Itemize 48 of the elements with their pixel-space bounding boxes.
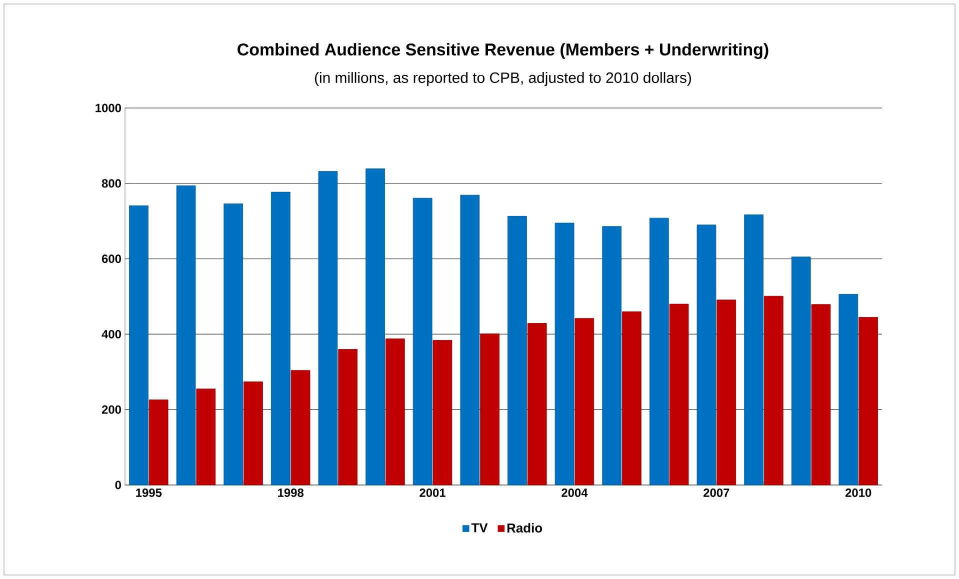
bar	[224, 204, 244, 486]
bar	[148, 400, 168, 486]
bar	[764, 296, 784, 486]
bar	[386, 338, 405, 486]
y-tick-label: 0	[115, 480, 121, 490]
bar	[602, 226, 622, 486]
bar	[290, 370, 310, 486]
bar	[271, 192, 290, 486]
bar	[196, 388, 216, 486]
bar	[554, 222, 574, 486]
bar	[129, 205, 148, 486]
bar	[527, 323, 547, 486]
legend-label: TV	[471, 523, 488, 532]
x-tick-label: 2004	[562, 488, 588, 497]
y-tick-label: 800	[102, 179, 121, 188]
bar	[696, 224, 716, 486]
x-tick-label: 2001	[420, 488, 446, 497]
x-tick-label: 1998	[278, 488, 304, 497]
bar	[791, 256, 811, 486]
bar	[716, 300, 736, 486]
bar	[650, 218, 669, 486]
y-tick-label: 400	[102, 330, 121, 338]
bar	[432, 340, 452, 486]
x-tick-label: 2007	[704, 488, 730, 497]
chart-title: Combined Audience Sensitive Revenue (Members + Underwriting)	[238, 43, 768, 59]
legend-label: Radio	[507, 523, 542, 533]
y-tick-label: 1000	[96, 104, 121, 112]
x-tick-label: 1995	[136, 488, 162, 497]
bar	[480, 334, 500, 486]
bar	[811, 304, 831, 486]
chart-subtitle: (in millions, as reported to CPB, adjusted to 2010 dollars)	[314, 72, 691, 86]
bar	[574, 318, 594, 486]
bar	[744, 214, 764, 486]
bar	[508, 216, 527, 486]
bar	[622, 311, 642, 486]
bar	[858, 317, 878, 486]
y-tick-label: 200	[102, 405, 121, 414]
bar	[318, 171, 338, 486]
bar	[460, 194, 480, 486]
x-tick-label: 2010	[845, 488, 872, 497]
bar	[838, 294, 858, 486]
bar	[366, 168, 385, 486]
bar	[412, 198, 432, 486]
bar	[338, 349, 358, 486]
bar	[244, 381, 263, 486]
y-tick-label: 600	[102, 254, 121, 264]
bar	[669, 304, 689, 486]
bar	[176, 185, 196, 486]
